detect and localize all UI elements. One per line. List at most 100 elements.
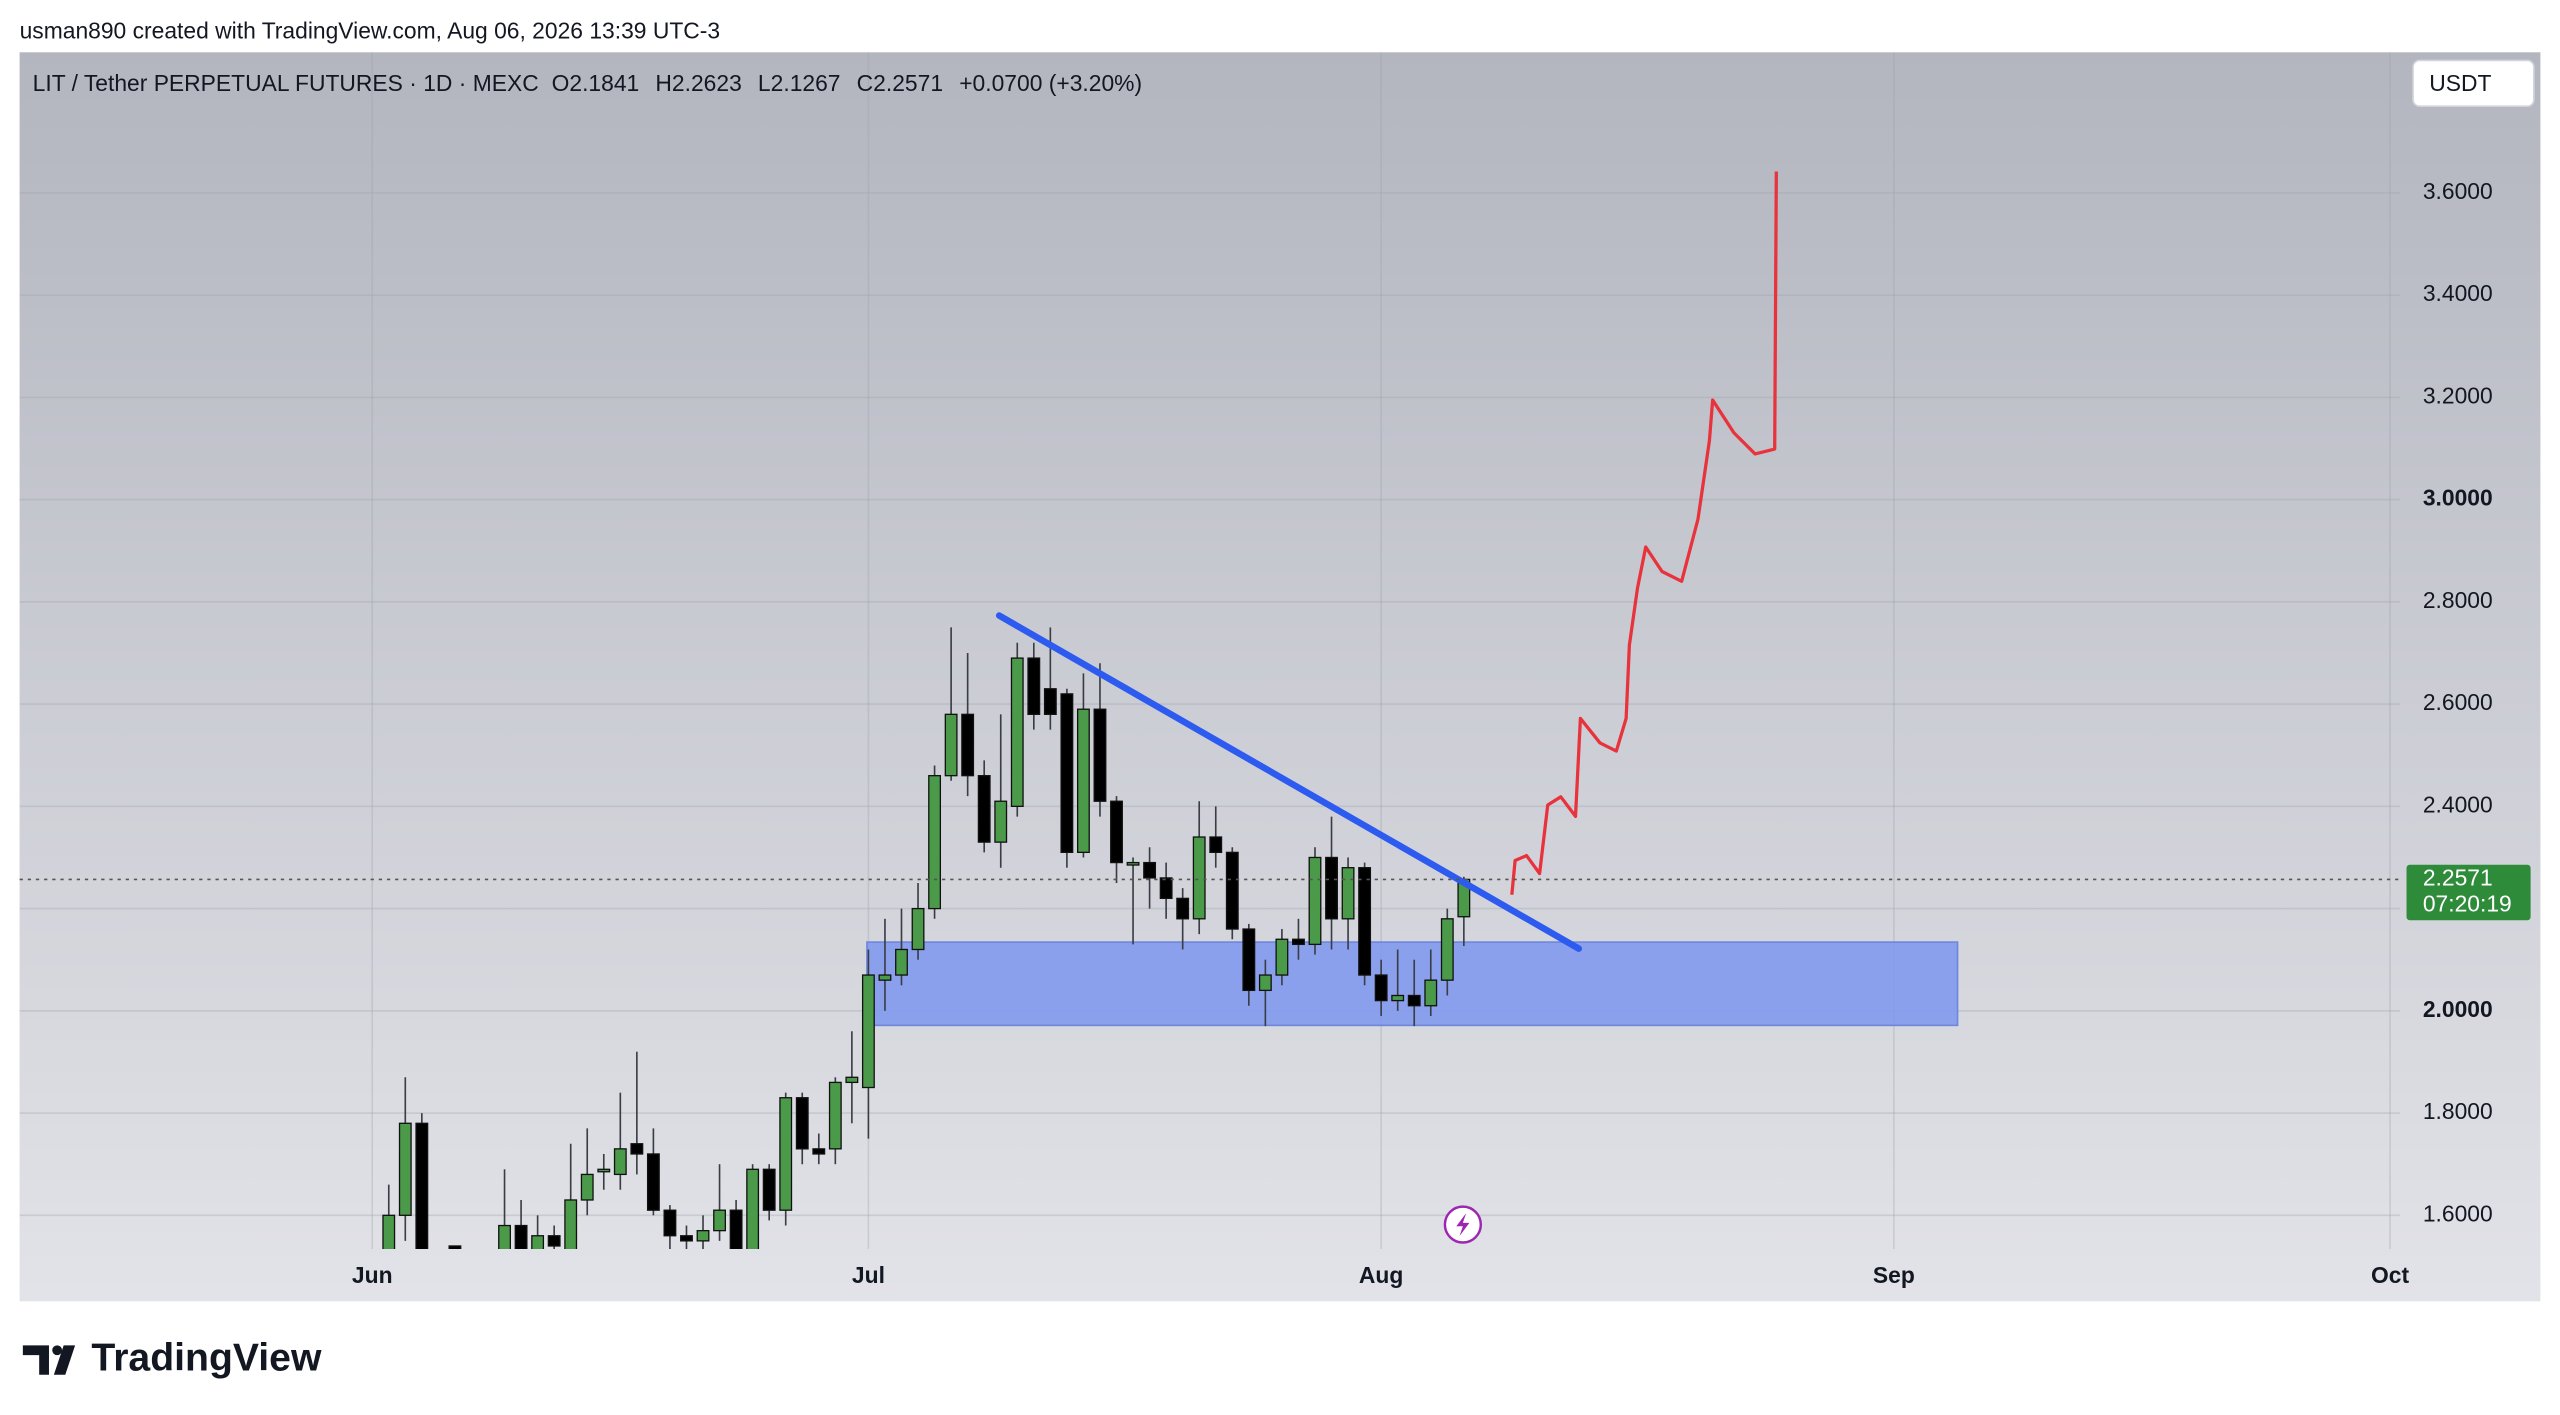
candle-body	[1093, 708, 1107, 802]
candle-body	[498, 1224, 511, 1250]
candles	[382, 627, 1471, 1250]
candle-body	[680, 1235, 693, 1242]
axes: 1.60001.80002.00002.20002.40002.60002.80…	[352, 178, 2493, 1288]
logo[interactable]: TradingView	[22, 1336, 322, 1379]
candle-body	[729, 1209, 743, 1250]
candle-body	[994, 800, 1008, 843]
currency-button[interactable]: USDT	[2412, 59, 2535, 108]
candle-body	[1027, 657, 1041, 715]
last-price-label: 2.2571	[2423, 864, 2493, 890]
candle-body	[696, 1229, 710, 1242]
y-tick-label: 2.0000	[2423, 996, 2493, 1022]
candle-body	[531, 1235, 545, 1250]
candle-body	[713, 1209, 726, 1232]
caption: usman890 created with TradingView.com, A…	[20, 18, 721, 44]
candle-body	[746, 1168, 760, 1250]
candle-body	[646, 1153, 660, 1211]
candle-body	[547, 1235, 561, 1247]
logo-text[interactable]: TradingView	[91, 1336, 322, 1379]
candle-body	[762, 1168, 776, 1211]
candle-body	[861, 974, 875, 1089]
candle-body	[1358, 867, 1372, 976]
high-value: H2.2623	[655, 70, 741, 96]
candle-body	[663, 1209, 677, 1237]
candle-body	[1110, 800, 1123, 864]
candle-body	[1225, 851, 1239, 930]
chart-panel	[19, 52, 2541, 1302]
candle-body	[1043, 688, 1057, 715]
y-tick-label: 3.2000	[2423, 382, 2493, 408]
candle-body	[613, 1148, 627, 1176]
candle-body	[878, 974, 892, 981]
countdown: 07:20:19	[2423, 891, 2512, 917]
candle-body	[1308, 856, 1322, 946]
candle-body	[795, 1097, 809, 1150]
candle-body	[1325, 856, 1338, 920]
y-tick-label: 3.6000	[2423, 178, 2493, 204]
candle-body	[1176, 897, 1190, 920]
change-value: +0.0700 (+3.20%)	[959, 70, 1142, 96]
candle-body	[580, 1173, 594, 1201]
candle-body	[1143, 861, 1157, 879]
last-price-background	[2406, 864, 2531, 921]
candle-body	[1159, 877, 1173, 900]
candle-body	[895, 948, 908, 976]
candle-body	[564, 1199, 578, 1250]
x-tick-label: Jun	[352, 1262, 393, 1288]
x-tick-label: Jul	[852, 1262, 885, 1288]
candle-body	[1242, 928, 1256, 992]
candle-body	[812, 1148, 826, 1155]
y-tick-label: 1.6000	[2423, 1200, 2493, 1226]
candle-body	[944, 713, 958, 777]
candle-body	[398, 1122, 412, 1216]
candle-body	[1192, 836, 1206, 920]
x-tick-label: Sep	[1873, 1262, 1915, 1288]
y-tick-label: 3.4000	[2423, 280, 2493, 306]
x-tick-label: Oct	[2371, 1262, 2409, 1288]
candle-body	[1407, 994, 1421, 1007]
trendline	[995, 612, 1583, 952]
candle-body	[1126, 861, 1140, 866]
currency-label[interactable]: USDT	[2429, 70, 2491, 96]
candle-body	[382, 1214, 396, 1250]
candle-body	[415, 1122, 429, 1250]
legend: LIT / Tether PERPETUAL FUTURES · 1D · ME…	[33, 70, 1142, 96]
grid	[19, 52, 2400, 1250]
candle-body	[828, 1081, 842, 1150]
candle-body	[1391, 994, 1405, 1002]
y-tick-label: 2.8000	[2423, 587, 2493, 613]
candle-body	[1292, 938, 1305, 946]
candle-body	[779, 1097, 793, 1211]
candle-body	[1440, 918, 1454, 981]
candle-body	[597, 1168, 611, 1173]
candle-body	[845, 1076, 859, 1084]
candle-body	[1209, 836, 1223, 854]
candle-body	[448, 1245, 462, 1250]
candle-body	[1275, 938, 1289, 976]
candle-body	[1060, 693, 1074, 854]
candle-body	[977, 775, 991, 843]
candle-body	[630, 1143, 644, 1155]
candle-body	[1374, 974, 1388, 1002]
candle-body	[928, 775, 942, 910]
symbol: LIT / Tether PERPETUAL FUTURES · 1D · ME…	[33, 70, 539, 96]
event-icon[interactable]	[1443, 1205, 1483, 1244]
y-tick-label: 2.4000	[2423, 791, 2493, 817]
candle-body	[961, 713, 975, 777]
open-value: O2.1841	[552, 70, 640, 96]
candle-body	[911, 907, 925, 951]
candle-body	[1076, 708, 1090, 854]
close-value: C2.2571	[857, 70, 943, 96]
candle-body	[514, 1224, 528, 1250]
projection-path	[1510, 171, 1778, 895]
x-tick-label: Aug	[1359, 1262, 1403, 1288]
y-tick-label: 3.0000	[2423, 485, 2493, 511]
candle-body	[1258, 974, 1272, 992]
candle-body	[1010, 657, 1024, 807]
candle-body	[1341, 867, 1355, 920]
y-tick-label: 2.6000	[2423, 689, 2493, 715]
low-value: L2.1267	[758, 70, 841, 96]
